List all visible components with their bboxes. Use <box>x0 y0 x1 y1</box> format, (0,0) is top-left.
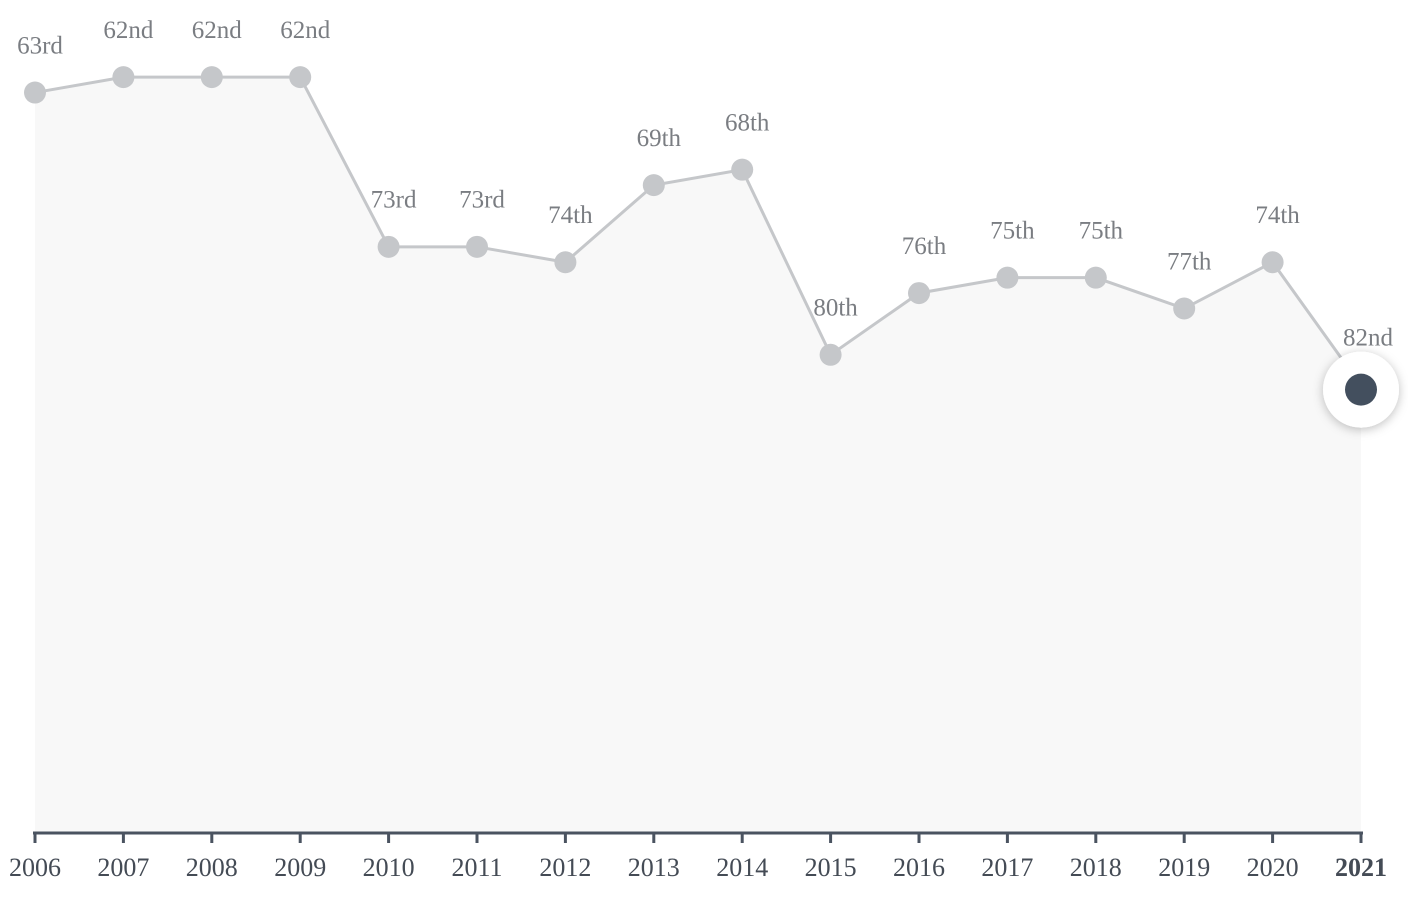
x-tick-label: 2013 <box>628 853 680 882</box>
x-tick-label: 2016 <box>893 853 945 882</box>
value-label: 75th <box>1079 217 1124 244</box>
x-tick-label: 2019 <box>1158 853 1210 882</box>
point-highlight <box>1345 373 1377 406</box>
x-tick-label: 2017 <box>981 853 1033 882</box>
value-label: 62nd <box>192 17 243 44</box>
value-label: 74th <box>1255 202 1300 229</box>
x-tick-label: 2009 <box>274 853 326 882</box>
value-label: 75th <box>990 217 1035 244</box>
point <box>377 235 400 258</box>
x-tick-label: 2010 <box>363 853 415 882</box>
value-label: 63rd <box>17 32 63 59</box>
point <box>996 266 1019 289</box>
x-tick-label: 2018 <box>1070 853 1122 882</box>
value-label: 69th <box>637 125 682 152</box>
value-label: 76th <box>902 233 947 260</box>
point <box>466 235 488 258</box>
value-label: 74th <box>548 202 593 229</box>
x-tick-label: 2015 <box>805 853 857 882</box>
value-label: 62nd <box>103 17 154 44</box>
x-tick-label: 2021 <box>1335 853 1387 882</box>
point <box>819 343 842 366</box>
point <box>642 174 665 197</box>
point <box>908 282 930 305</box>
point <box>1084 266 1107 289</box>
point <box>731 158 754 181</box>
value-label: 82nd <box>1343 324 1394 351</box>
value-label: 77th <box>1167 248 1212 275</box>
line <box>34 75 1363 387</box>
value-label: 68th <box>725 109 770 136</box>
point <box>24 81 46 104</box>
x-tick-label: 2011 <box>451 853 502 882</box>
point <box>554 251 577 274</box>
point <box>1173 297 1196 320</box>
x-tick-label: 2007 <box>97 853 149 882</box>
area <box>35 77 1361 833</box>
value-label: 80th <box>813 295 858 322</box>
value-label: 62nd <box>280 17 331 44</box>
x-tick-label: 2020 <box>1247 853 1299 882</box>
x-tick-label: 2008 <box>186 853 238 882</box>
x-tick-label: 2014 <box>716 853 768 882</box>
point <box>1261 251 1284 274</box>
point <box>200 66 223 89</box>
point <box>112 66 135 89</box>
x-tick-label: 2006 <box>9 853 61 882</box>
value-label: 73rd <box>459 187 505 214</box>
point <box>289 66 312 89</box>
value-label: 73rd <box>371 187 417 214</box>
x-tick-label: 2012 <box>539 853 591 882</box>
